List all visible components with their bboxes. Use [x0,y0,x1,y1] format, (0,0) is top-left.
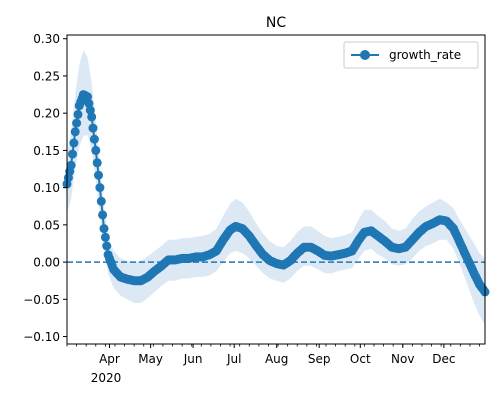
y-tick-label: 0.05 [33,218,60,232]
chart-title: NC [266,15,286,31]
x-tick-label: Aug [265,352,288,366]
data-point [99,224,109,234]
data-point [95,183,105,193]
x-year-label: 2020 [91,371,122,385]
data-point [69,138,79,148]
data-point [96,196,106,206]
x-axis: Apr May Jun Jul Aug Sep Oct Nov Dec [66,344,480,366]
x-tick-label: Apr [99,352,120,366]
y-tick-label: 0.20 [33,107,60,121]
data-point [72,118,82,128]
data-point [94,170,103,180]
data-point [98,210,108,220]
data-point [92,158,102,168]
x-tick-label: Oct [350,352,371,366]
x-tick-label: Nov [391,352,414,366]
data-point [88,123,98,133]
data-point [66,160,76,170]
y-tick-label: 0.10 [33,181,60,195]
data-point [100,232,110,242]
x-tick-label: May [138,352,163,366]
data-point [68,149,77,159]
data-point [87,112,97,122]
data-point [83,92,93,102]
legend-box [343,41,479,69]
data-point [73,109,83,119]
data-point [85,105,95,115]
y-tick-label: 0.25 [33,69,60,83]
data-point [84,99,94,108]
y-tick-label: 0.30 [33,32,60,46]
data-point [89,134,99,144]
series-growth-rate [62,90,490,297]
x-tick-label: Jun [183,352,203,366]
x-tick-label: Jul [226,352,241,366]
y-tick-label: −0.05 [23,293,60,307]
x-tick-label: Sep [308,352,331,366]
legend: growth_rate [343,41,479,69]
plot-frame [66,34,486,345]
data-point [70,127,80,137]
x-tick-label: Dec [432,352,455,366]
y-tick-label: −0.10 [23,330,60,344]
legend-label-growth-rate: growth_rate [389,48,461,62]
data-point [91,145,101,155]
y-axis: −0.10 −0.05 0.00 0.05 0.10 0.15 0.20 0.25 0.30 [23,32,67,344]
legend-marker-growth-rate [360,50,370,60]
y-tick-label: 0.15 [33,144,60,158]
y-tick-label: 0.00 [33,256,60,270]
data-point [102,241,112,251]
